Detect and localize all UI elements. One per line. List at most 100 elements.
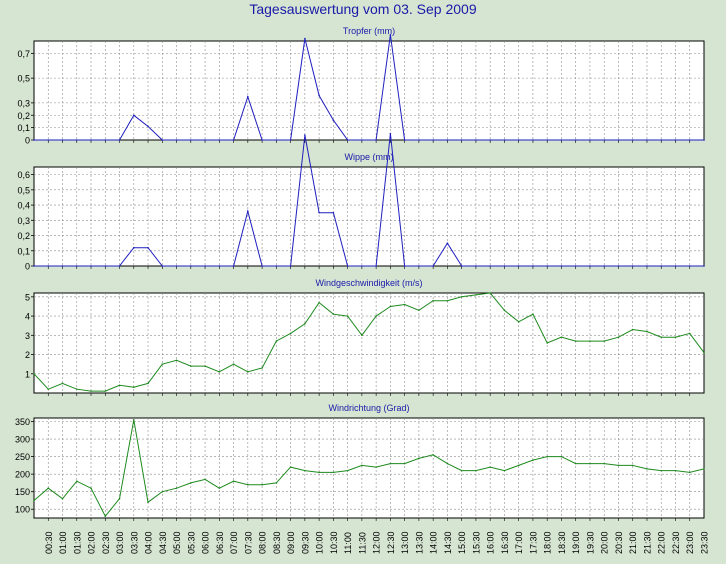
data-point xyxy=(33,372,35,375)
y-tick-label: 0,1 xyxy=(17,246,30,256)
data-point xyxy=(432,265,434,267)
data-point xyxy=(446,139,449,141)
x-tick-label: 02:00 xyxy=(87,531,97,554)
data-point xyxy=(475,139,477,141)
data-point xyxy=(289,265,292,267)
y-tick-label: 2 xyxy=(25,350,30,360)
x-tick-label: 23:30 xyxy=(700,531,710,554)
x-tick-label: 11:00 xyxy=(343,532,353,554)
x-tick-label: 13:00 xyxy=(400,531,410,554)
data-point xyxy=(646,468,648,470)
series-line xyxy=(34,133,704,267)
data-point xyxy=(375,315,377,317)
data-point xyxy=(247,95,249,98)
x-tick-label: 18:30 xyxy=(557,531,567,554)
data-point xyxy=(589,340,591,342)
data-point xyxy=(389,34,392,36)
x-tick-label: 13:30 xyxy=(414,531,424,554)
data-point xyxy=(346,469,349,472)
data-point xyxy=(90,139,92,141)
x-tick-label: 12:00 xyxy=(372,531,382,554)
data-point xyxy=(118,384,121,387)
data-point xyxy=(175,139,178,141)
data-point xyxy=(674,469,677,472)
x-tick-label: 09:30 xyxy=(300,531,310,554)
data-point xyxy=(318,211,320,214)
data-point xyxy=(361,334,363,337)
data-point xyxy=(546,139,548,141)
data-point xyxy=(631,464,634,467)
data-point xyxy=(218,371,221,373)
chart-title: Tropfer (mm) xyxy=(343,26,395,36)
data-point xyxy=(247,371,249,373)
data-point xyxy=(703,351,705,354)
data-point xyxy=(147,501,149,504)
data-point xyxy=(318,94,320,97)
y-tick-label: 0,6 xyxy=(17,170,30,180)
x-tick-label: 19:00 xyxy=(571,531,581,554)
x-tick-label: 07:30 xyxy=(243,531,253,554)
x-tick-label: 17:30 xyxy=(528,531,538,554)
series-line xyxy=(33,292,705,392)
x-tick-label: 07:00 xyxy=(229,531,239,554)
y-tick-label: 0,5 xyxy=(17,185,30,195)
y-tick-label: 3 xyxy=(25,331,30,341)
data-point xyxy=(688,332,691,335)
data-point xyxy=(190,365,192,367)
data-point xyxy=(403,139,406,141)
data-point xyxy=(61,382,64,385)
data-point xyxy=(631,328,634,331)
data-point xyxy=(418,139,420,141)
data-point xyxy=(503,309,506,312)
data-point xyxy=(218,139,221,141)
data-point xyxy=(517,265,520,267)
data-point xyxy=(660,336,663,339)
data-point xyxy=(546,455,548,458)
x-tick-label: 16:30 xyxy=(500,531,510,554)
data-point xyxy=(332,471,335,474)
data-point xyxy=(589,265,591,267)
data-point xyxy=(532,313,534,315)
data-point xyxy=(617,336,620,339)
data-point xyxy=(503,265,506,267)
x-tick-label: 15:00 xyxy=(457,531,467,554)
data-point xyxy=(147,125,149,128)
data-point xyxy=(660,139,663,141)
x-tick-label: 19:30 xyxy=(585,531,595,554)
data-point xyxy=(432,139,434,141)
y-tick-label: 0,3 xyxy=(17,216,30,226)
data-point xyxy=(517,464,520,467)
data-point xyxy=(33,499,35,502)
data-point xyxy=(375,139,377,141)
data-point xyxy=(503,469,506,472)
data-point xyxy=(175,265,178,267)
data-point xyxy=(132,418,135,421)
data-point xyxy=(261,265,263,267)
x-axis-labels: 00:30 01:00 01:30 02:00 02:30 03:00 03:30 04:00… xyxy=(44,531,710,554)
x-tick-label: 04:30 xyxy=(158,531,168,554)
data-point xyxy=(75,388,78,390)
data-point xyxy=(660,265,663,267)
data-point xyxy=(503,139,506,141)
data-point xyxy=(232,139,235,141)
data-point xyxy=(332,211,335,214)
data-point xyxy=(261,483,263,486)
data-point xyxy=(489,292,491,294)
data-point xyxy=(617,464,620,467)
data-point xyxy=(560,139,563,141)
plot-area xyxy=(33,166,705,267)
data-point xyxy=(361,139,363,141)
data-point xyxy=(432,299,434,302)
data-point xyxy=(460,265,463,267)
chart-panel-3: Windgeschwindigkeit (m/s) 1 2 3 4 5 xyxy=(25,278,705,396)
data-point xyxy=(460,139,463,141)
data-point xyxy=(617,139,620,141)
chart-title: Windgeschwindigkeit (m/s) xyxy=(315,278,422,288)
y-tick-label: 250 xyxy=(15,452,30,462)
data-point xyxy=(261,139,263,141)
x-tick-label: 08:00 xyxy=(258,531,268,554)
data-point xyxy=(389,462,392,465)
data-point xyxy=(132,246,135,249)
data-point xyxy=(289,466,292,468)
y-tick-label: 0,3 xyxy=(17,98,30,108)
